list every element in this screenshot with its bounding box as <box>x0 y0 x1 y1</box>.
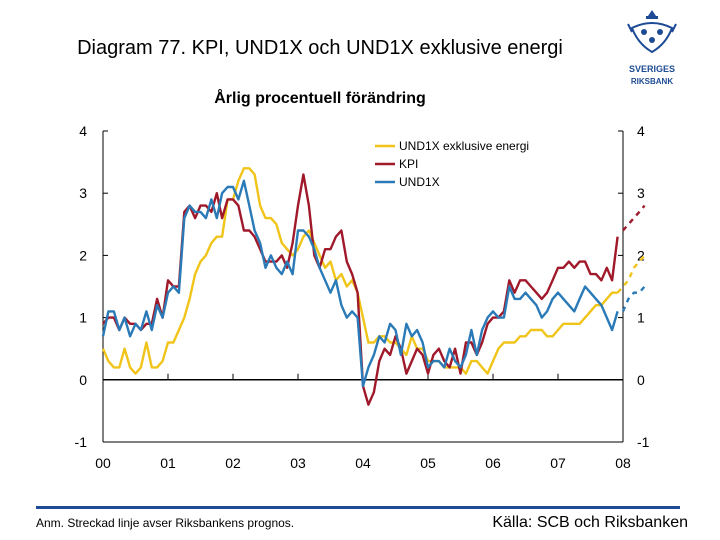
y-tick-label-left: 3 <box>79 185 87 201</box>
footer-rule <box>36 506 680 509</box>
y-tick-label-right: 0 <box>637 372 645 388</box>
series-line-und1x <box>101 179 619 388</box>
y-tick-label-left: 0 <box>79 372 87 388</box>
legend-label-kpi: KPI <box>399 157 418 171</box>
x-tick-label: 01 <box>160 455 176 471</box>
series-line-und1x-exklusive-energi <box>101 167 618 375</box>
y-tick-label-left: -1 <box>75 434 88 450</box>
svg-text:RIKSBANK: RIKSBANK <box>631 77 673 86</box>
y-tick-label-left: 2 <box>79 247 87 263</box>
chart-title: Diagram 77. KPI, UND1X och UND1X exklusi… <box>77 37 563 59</box>
y-tick-label-left: 1 <box>79 310 87 326</box>
x-tick-label: 05 <box>420 455 436 471</box>
forecast-line-und1x <box>621 285 646 312</box>
legend-label-und1x: UND1X <box>399 175 440 189</box>
riksbank-logo: SVERIGES RIKSBANK <box>627 10 677 86</box>
legend-label-und1x-exklusive-energi: UND1X exklusive energi <box>399 139 529 153</box>
x-tick-label: 06 <box>485 455 501 471</box>
x-tick-label: 03 <box>290 455 306 471</box>
forecast-line-kpi <box>622 204 646 232</box>
y-tick-label-right: -1 <box>637 434 650 450</box>
x-tick-label: 00 <box>95 455 111 471</box>
x-tick-label: 08 <box>615 455 631 471</box>
y-tick-label-left: 4 <box>79 123 87 139</box>
source-note: Källa: SCB och Riksbanken <box>492 514 688 531</box>
x-tick-label: 07 <box>550 455 566 471</box>
y-tick-label-right: 2 <box>637 247 645 263</box>
forecast-line-und1x-exklusive-energi <box>616 254 646 294</box>
chart-subtitle: Årlig procentuell förändring <box>214 90 426 107</box>
axes: 4 43 32 21 10 0-1 -100 01 02 03 04 05 06 07 08 <box>75 123 650 471</box>
svg-text:SVERIGES: SVERIGES <box>629 64 675 74</box>
y-tick-label-right: 4 <box>637 123 645 139</box>
series-lines <box>101 167 646 406</box>
legend: UND1X exklusive energi KPI UND1X <box>375 139 529 189</box>
y-tick-label-right: 3 <box>637 185 645 201</box>
x-tick-label: 02 <box>225 455 241 471</box>
x-tick-label: 04 <box>355 455 371 471</box>
footnote: Anm. Streckad linje avser Riksbankens pr… <box>36 516 295 530</box>
y-tick-label-right: 1 <box>637 310 645 326</box>
